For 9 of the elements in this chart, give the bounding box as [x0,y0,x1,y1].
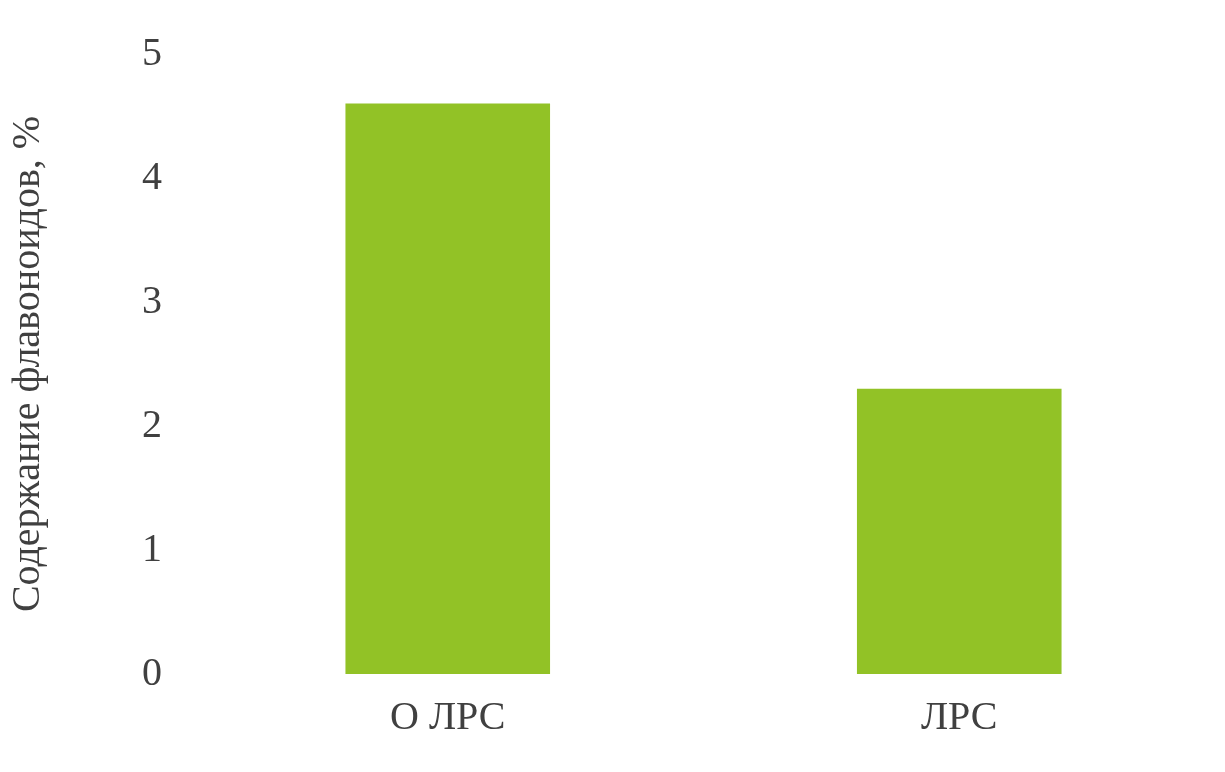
y-tick-label: 1 [142,524,162,570]
y-tick-label: 3 [142,276,162,322]
y-axis-title: Содержание флавоноидов, % [2,115,48,613]
y-tick-label: 2 [142,400,162,446]
x-tick-label: О ЛРС [390,692,506,738]
y-tick-label: 0 [142,648,162,694]
y-tick-label: 5 [142,28,162,74]
x-tick-label: ЛРС [920,692,998,738]
y-tick-label: 4 [142,152,162,198]
